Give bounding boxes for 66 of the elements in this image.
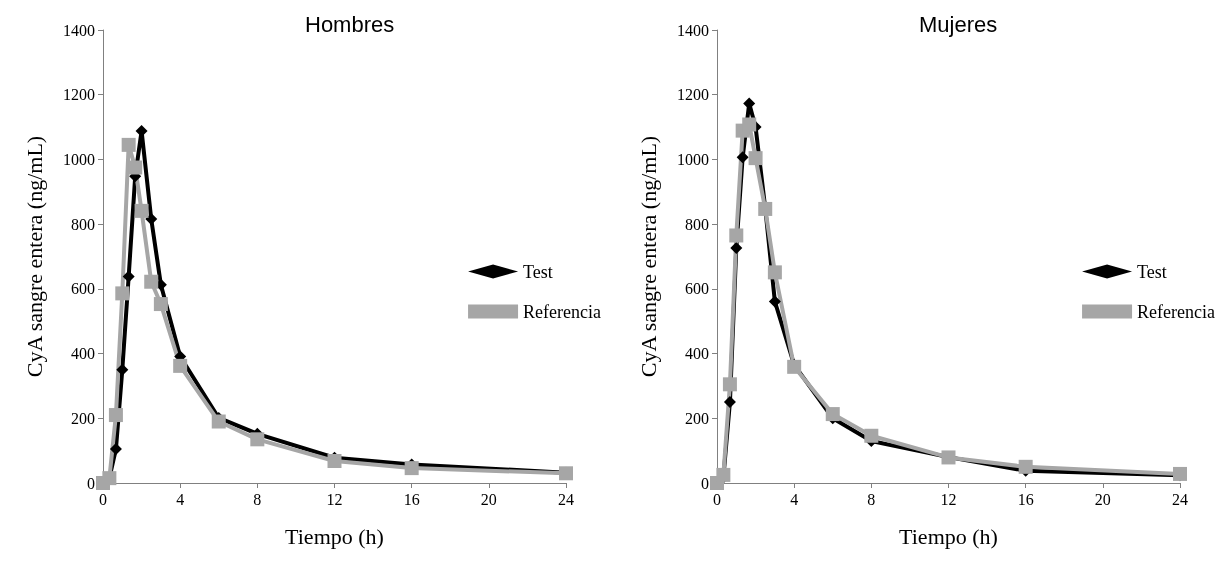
x-tick-label: 20 — [480, 490, 497, 508]
y-tick-label: 1000 — [63, 150, 95, 168]
point — [134, 203, 149, 218]
y-tick-label: 600 — [685, 280, 709, 298]
point — [722, 377, 737, 392]
x-tick-label: 20 — [1094, 490, 1111, 508]
y-tick-label: 600 — [71, 280, 95, 298]
y-axis-title: CyA sangre entera (ng/mL) — [635, 135, 661, 378]
point — [742, 117, 757, 132]
point — [768, 295, 781, 308]
y-tick-label: 1200 — [63, 86, 95, 104]
x-tick-label: 12 — [940, 490, 957, 508]
y-tick-label: 200 — [71, 409, 95, 427]
point — [109, 443, 122, 456]
point — [404, 461, 419, 476]
x-tick-label: 24 — [558, 490, 574, 508]
x-tick-label: 12 — [326, 490, 343, 508]
point — [144, 274, 159, 289]
chart-title: Hombres — [305, 11, 395, 37]
point — [723, 396, 736, 409]
point — [327, 454, 342, 468]
y-tick-label: 800 — [685, 215, 709, 233]
x-tick-label: 8 — [867, 490, 876, 508]
y-tick-label: 400 — [685, 345, 709, 363]
point — [716, 467, 731, 482]
point — [736, 151, 749, 164]
x-tick-label: 16 — [1017, 490, 1034, 508]
point — [729, 228, 744, 243]
point — [173, 358, 188, 373]
x-tick-label: 8 — [253, 490, 262, 508]
legend-label: Referencia — [523, 301, 602, 322]
point — [767, 265, 782, 280]
point — [825, 407, 840, 422]
y-tick-label: 800 — [71, 215, 95, 233]
legend-label: Test — [1137, 261, 1167, 282]
chart-title: Mujeres — [919, 11, 998, 37]
x-tick-label: 4 — [790, 490, 799, 508]
x-axis-title: Tiempo (h) — [285, 523, 384, 549]
point — [153, 297, 168, 312]
x-tick-label: 0 — [713, 490, 721, 508]
legend-label: Referencia — [1137, 301, 1216, 322]
point — [211, 414, 226, 429]
x-tick-label: 0 — [99, 490, 107, 508]
point — [730, 242, 743, 255]
y-tick-label: 400 — [71, 345, 95, 363]
y-tick-label: 0 — [87, 474, 95, 492]
point — [128, 160, 143, 175]
y-tick-label: 200 — [685, 409, 709, 427]
x-tick-label: 16 — [403, 490, 420, 508]
point — [1018, 459, 1033, 474]
point — [748, 151, 763, 166]
y-tick-label: 0 — [701, 474, 709, 492]
point — [250, 432, 265, 447]
y-tick-label: 1400 — [63, 21, 95, 39]
x-tick-label: 24 — [1172, 490, 1188, 508]
y-axis-title: CyA sangre entera (ng/mL) — [21, 135, 47, 378]
y-tick-label: 1000 — [677, 150, 709, 168]
x-tick-label: 4 — [176, 490, 185, 508]
point — [108, 408, 123, 423]
y-tick-label: 1200 — [677, 86, 709, 104]
legend-label: Test — [523, 261, 553, 282]
point — [121, 137, 136, 152]
point — [115, 286, 130, 301]
point — [864, 428, 879, 443]
y-tick-label: 1400 — [677, 21, 709, 39]
x-axis-title: Tiempo (h) — [899, 523, 998, 549]
